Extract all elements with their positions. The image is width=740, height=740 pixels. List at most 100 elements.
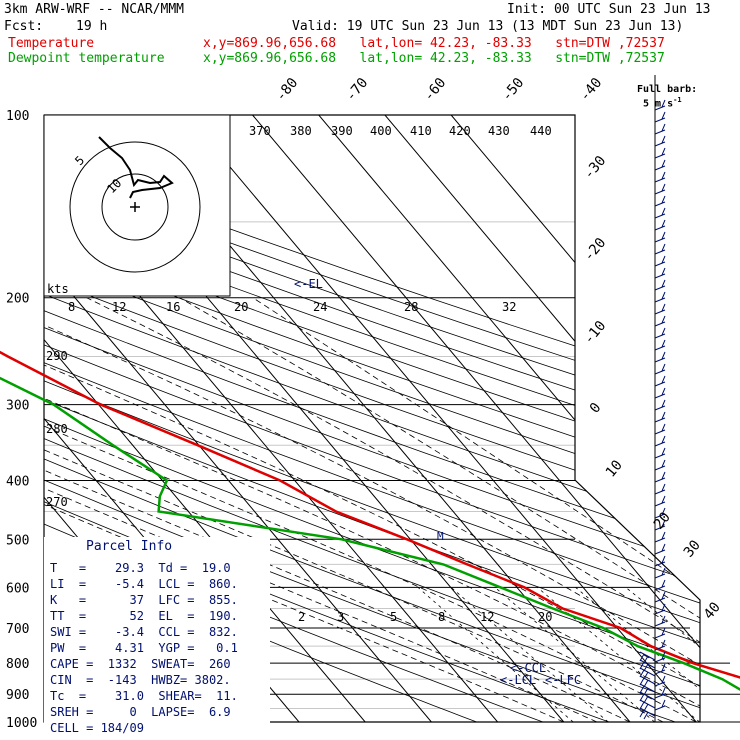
moist-adiabat	[44, 297, 700, 722]
wind-barb	[654, 315, 666, 327]
speed-tick-label: 28	[404, 300, 418, 314]
speed-tick-label: 12	[112, 300, 126, 314]
pressure-label: 300	[6, 399, 29, 414]
mixing-ratio-label: 5	[390, 610, 397, 624]
dry-adiabat	[44, 115, 700, 722]
theta-label: 370	[249, 124, 271, 138]
pressure-label: 100	[6, 109, 29, 124]
isotherm	[44, 115, 432, 722]
isotherm	[252, 115, 700, 722]
wind-barb	[654, 555, 666, 567]
pressure-label: 500	[6, 533, 29, 548]
mixing-ratio-line	[417, 586, 574, 722]
dry-adiabat	[44, 115, 700, 722]
wind-barb	[654, 351, 666, 363]
wind-barb	[654, 279, 666, 291]
dry-adiabat	[44, 115, 700, 722]
isotherm-label: -70	[343, 75, 372, 105]
dry-adiabat	[44, 115, 700, 722]
valid-time: Valid: 19 UTC Sun 23 Jun 13 (13 MDT Sun …	[292, 19, 684, 34]
wind-barb	[654, 327, 666, 339]
wind-barb	[654, 495, 666, 507]
theta-e-label: 280	[46, 422, 68, 436]
parcel-info-box: Parcel Info T = 29.3 Td = 19.0 LI = -5.4…	[44, 537, 270, 737]
wind-barb	[639, 707, 656, 720]
wind-barb	[654, 195, 666, 207]
hodograph: 510	[43, 114, 231, 297]
parcel-row: CAPE = 1332 SWEAT= 260	[50, 657, 231, 671]
parcel-row: T = 29.3 Td = 19.0	[50, 561, 231, 575]
wind-barb	[654, 567, 666, 579]
wind-barb	[654, 99, 666, 111]
fcst-value: 19 h	[76, 19, 108, 34]
wind-barb	[654, 699, 666, 711]
dry-adiabat	[44, 115, 700, 722]
theta-label: 380	[290, 124, 312, 138]
init-time: Init: 00 UTC Sun 23 Jun 13	[507, 2, 711, 17]
wind-barb	[654, 171, 666, 183]
isotherm	[44, 115, 366, 722]
isotherm-label: -50	[499, 75, 528, 105]
wind-barb	[654, 471, 666, 483]
parcel-row: LI = -5.4 LCL = 860.	[50, 577, 238, 591]
pressure-label: 1000	[6, 716, 37, 731]
parcel-row: CELL = 184/09	[50, 721, 144, 735]
parcel-row: PW = 4.31 YGP = 0.1	[50, 641, 238, 655]
wind-barb	[654, 579, 666, 591]
wind-barb	[654, 423, 666, 435]
speed-tick-label: 24	[313, 300, 327, 314]
wind-barb	[654, 435, 666, 447]
dewpoint-line	[0, 376, 740, 691]
wind-barb	[654, 111, 666, 123]
dry-adiabat	[44, 115, 700, 722]
wind-barb	[654, 651, 666, 663]
m-marker: M	[437, 530, 444, 543]
wind-barb	[654, 507, 666, 519]
el-marker: <-EL	[294, 277, 323, 291]
model-title: 3km ARW-WRF -- NCAR/MMM	[4, 2, 185, 17]
wind-barb	[654, 387, 666, 399]
hodograph-ring-outer	[69, 141, 201, 273]
speed-tick-label: 8	[68, 300, 75, 314]
wind-barb	[654, 675, 666, 687]
wind-barb	[654, 615, 666, 627]
theta-label: 410	[410, 124, 432, 138]
wind-barb	[654, 663, 666, 675]
dry-adiabat	[44, 115, 700, 722]
lfc-marker: <-LFC	[545, 673, 581, 687]
dry-adiabat	[44, 115, 700, 722]
parcel-row: Tc = 31.0 SHEAR= 11.	[50, 689, 238, 703]
wind-barb	[654, 411, 666, 423]
hodograph-origin	[130, 202, 140, 212]
mixing-ratio-label: 8	[438, 610, 445, 624]
ccl-marker: <-CCL	[510, 661, 546, 675]
wind-barb	[654, 303, 666, 315]
moist-adiabat	[179, 297, 700, 722]
theta-e-label: 290	[46, 349, 68, 363]
theta-label: 440	[530, 124, 552, 138]
wind-barb	[654, 399, 666, 411]
parcel-row: TT = 52 EL = 190.	[50, 609, 238, 623]
pressure-label: 900	[6, 688, 29, 703]
wind-barb	[654, 243, 666, 255]
theta-label: 420	[449, 124, 471, 138]
wind-barb	[654, 231, 666, 243]
wind-barb	[654, 183, 666, 195]
parcel-row: CIN = -143 HWBZ= 3802.	[50, 673, 231, 687]
wind-barb	[654, 459, 666, 471]
wind-barb	[654, 255, 666, 267]
theta-label: 390	[331, 124, 353, 138]
pressure-label: 200	[6, 292, 29, 307]
parcel-row: K = 37 LFC = 855.	[50, 593, 238, 607]
temperature-legend: Temperature	[8, 36, 95, 51]
parcel-row: SREH = 0 LAPSE= 6.9	[50, 705, 231, 719]
moist-adiabat	[86, 297, 700, 722]
pressure-label: 400	[6, 474, 29, 489]
wind-barb	[654, 603, 666, 615]
isotherm-label: 0	[587, 400, 605, 417]
wind-barb	[654, 375, 666, 387]
wind-barb	[654, 591, 666, 603]
speed-tick-label: 20	[234, 300, 248, 314]
hodograph-kts-label: kts	[47, 282, 69, 296]
isotherm-label: 20	[651, 509, 674, 532]
